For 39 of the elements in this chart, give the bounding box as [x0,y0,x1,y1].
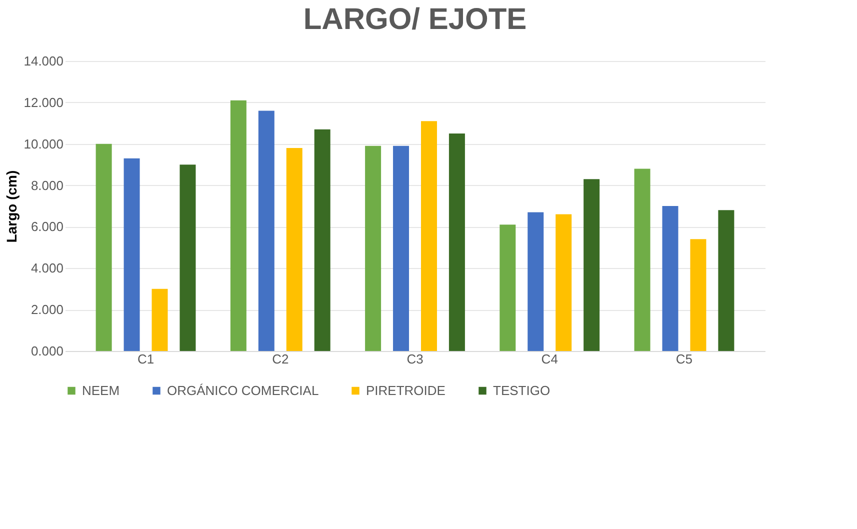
y-tick-label: 2.000 [30,302,64,318]
bar [634,168,650,351]
bar [500,224,516,351]
x-tick-label: C5 [676,352,693,366]
legend-label: NEEM [82,382,120,398]
y-axis-title: Largo (cm) [4,170,20,243]
bar [365,146,382,351]
y-tick-label: 14.000 [24,54,64,68]
bar [314,129,330,351]
x-tick-label: C1 [137,352,154,366]
bar [230,100,246,351]
x-tick-label: C4 [541,352,558,366]
legend-label: TESTIGO [493,382,550,398]
y-tick-label: 6.000 [30,219,64,234]
bar [718,210,734,351]
bar [286,148,302,351]
legend-label: PIRETROIDE [366,382,446,398]
legend-label: ORGÁNICO COMERCIAL [167,382,319,398]
bar [448,134,465,351]
y-tick-label: 10.000 [24,136,64,152]
bar [152,288,168,351]
bar [180,164,196,351]
y-tick-label: 8.000 [30,178,64,193]
x-tick-label: C2 [272,352,289,366]
bar [690,239,706,351]
bar [662,206,678,351]
bar [258,110,274,351]
y-tick-label: 4.000 [30,260,64,276]
y-tick-label: 0.000 [30,344,64,358]
chart-title: LARGO/ EJOTE [303,3,527,36]
bar [556,214,572,351]
bar [124,158,140,351]
bar [96,144,112,351]
y-tick-label: 12.000 [24,94,64,110]
x-tick-label: C3 [406,352,424,366]
bar [528,212,544,351]
bar [393,146,410,351]
bar [584,179,600,351]
bar [420,121,437,351]
